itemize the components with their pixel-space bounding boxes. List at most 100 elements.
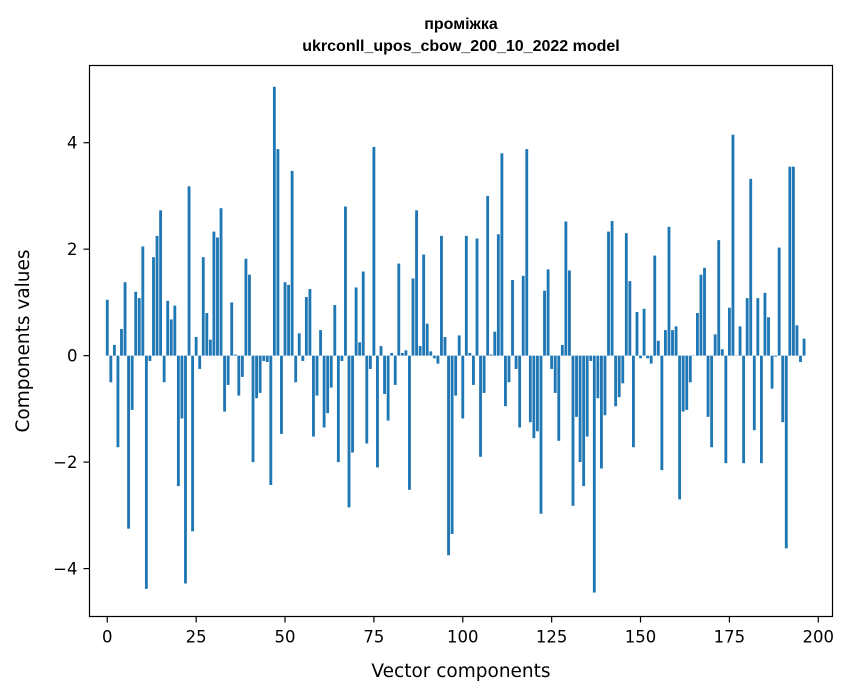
- bar: [383, 355, 386, 394]
- bar: [479, 355, 482, 457]
- bar: [223, 355, 227, 412]
- bar: [233, 354, 237, 356]
- bar: [248, 274, 251, 356]
- bar: [596, 355, 600, 399]
- bar: [169, 319, 173, 356]
- bar: [191, 355, 195, 532]
- bar: [639, 355, 642, 359]
- bar: [568, 270, 571, 356]
- bar: [429, 351, 433, 356]
- bar: [347, 355, 351, 508]
- bar: [635, 311, 639, 356]
- bar: [528, 355, 532, 423]
- x-tick-label: 100: [447, 628, 479, 647]
- bar: [759, 355, 763, 464]
- y-tick-label: 2: [67, 240, 78, 259]
- bar: [706, 355, 710, 417]
- bar: [710, 355, 714, 448]
- bar: [646, 355, 650, 359]
- bar: [564, 221, 568, 356]
- bar: [447, 355, 450, 556]
- bar: [738, 326, 742, 356]
- bar: [504, 355, 507, 407]
- bar: [194, 337, 198, 356]
- bar: [219, 208, 223, 356]
- bar: [472, 355, 475, 385]
- bar: [319, 330, 322, 356]
- bar: [237, 355, 241, 396]
- x-tick-label: 175: [714, 628, 746, 647]
- bar: [230, 302, 234, 356]
- bar: [134, 291, 138, 356]
- bar: [713, 334, 717, 356]
- bar: [390, 352, 394, 356]
- bar: [116, 355, 120, 448]
- bar: [607, 231, 610, 356]
- bar: [489, 354, 493, 356]
- bar: [457, 335, 461, 356]
- bar: [105, 299, 109, 356]
- bar: [781, 355, 785, 423]
- bar: [127, 355, 131, 529]
- y-axis-ticks: −4 −2 0 2 4: [53, 134, 90, 579]
- bar: [255, 355, 258, 399]
- bar: [418, 346, 422, 356]
- bar: [415, 210, 418, 356]
- plot-frame: [88, 64, 834, 618]
- bar: [436, 355, 440, 364]
- bar: [372, 146, 376, 356]
- bar: [358, 342, 362, 356]
- bar: [152, 257, 155, 356]
- bar: [671, 330, 674, 356]
- bar: [784, 355, 788, 549]
- bar: [539, 355, 543, 514]
- bar: [742, 355, 746, 464]
- bar: [550, 355, 554, 369]
- bar: [685, 355, 689, 410]
- bar: [112, 344, 116, 356]
- bar: [720, 349, 724, 356]
- bar: [162, 355, 166, 383]
- bar: [468, 352, 472, 356]
- bar: [585, 355, 589, 437]
- bar: [329, 355, 333, 388]
- bar: [553, 355, 557, 393]
- bar: [283, 282, 287, 356]
- bar: [681, 355, 685, 412]
- bar: [767, 317, 770, 356]
- bar: [244, 258, 248, 356]
- bar: [109, 355, 113, 383]
- bar: [699, 274, 703, 356]
- bar: [180, 355, 184, 419]
- x-tick-label: 75: [363, 628, 384, 647]
- bar: [777, 247, 781, 356]
- bar: [205, 313, 209, 356]
- bar: [745, 298, 749, 356]
- bar: [265, 355, 269, 363]
- x-axis-label: Vector components: [371, 661, 550, 682]
- bar: [354, 287, 358, 356]
- bar: [226, 355, 230, 385]
- bar: [532, 355, 536, 439]
- bar: [187, 186, 191, 356]
- bar: [688, 355, 692, 383]
- bar: [422, 254, 426, 356]
- bar: [276, 149, 280, 356]
- bar: [795, 325, 799, 356]
- bar: [511, 280, 514, 356]
- bar: [344, 206, 347, 356]
- bar: [464, 235, 468, 356]
- bar: [763, 292, 767, 356]
- bar: [454, 355, 458, 396]
- x-tick-label: 25: [186, 628, 207, 647]
- bar: [589, 355, 593, 361]
- bar: [571, 355, 575, 506]
- bar: [393, 355, 397, 385]
- bar: [251, 355, 255, 463]
- bar: [333, 305, 337, 356]
- bar: [600, 355, 603, 469]
- bar: [617, 355, 621, 398]
- bar: [315, 355, 319, 396]
- bars-group: [105, 86, 806, 593]
